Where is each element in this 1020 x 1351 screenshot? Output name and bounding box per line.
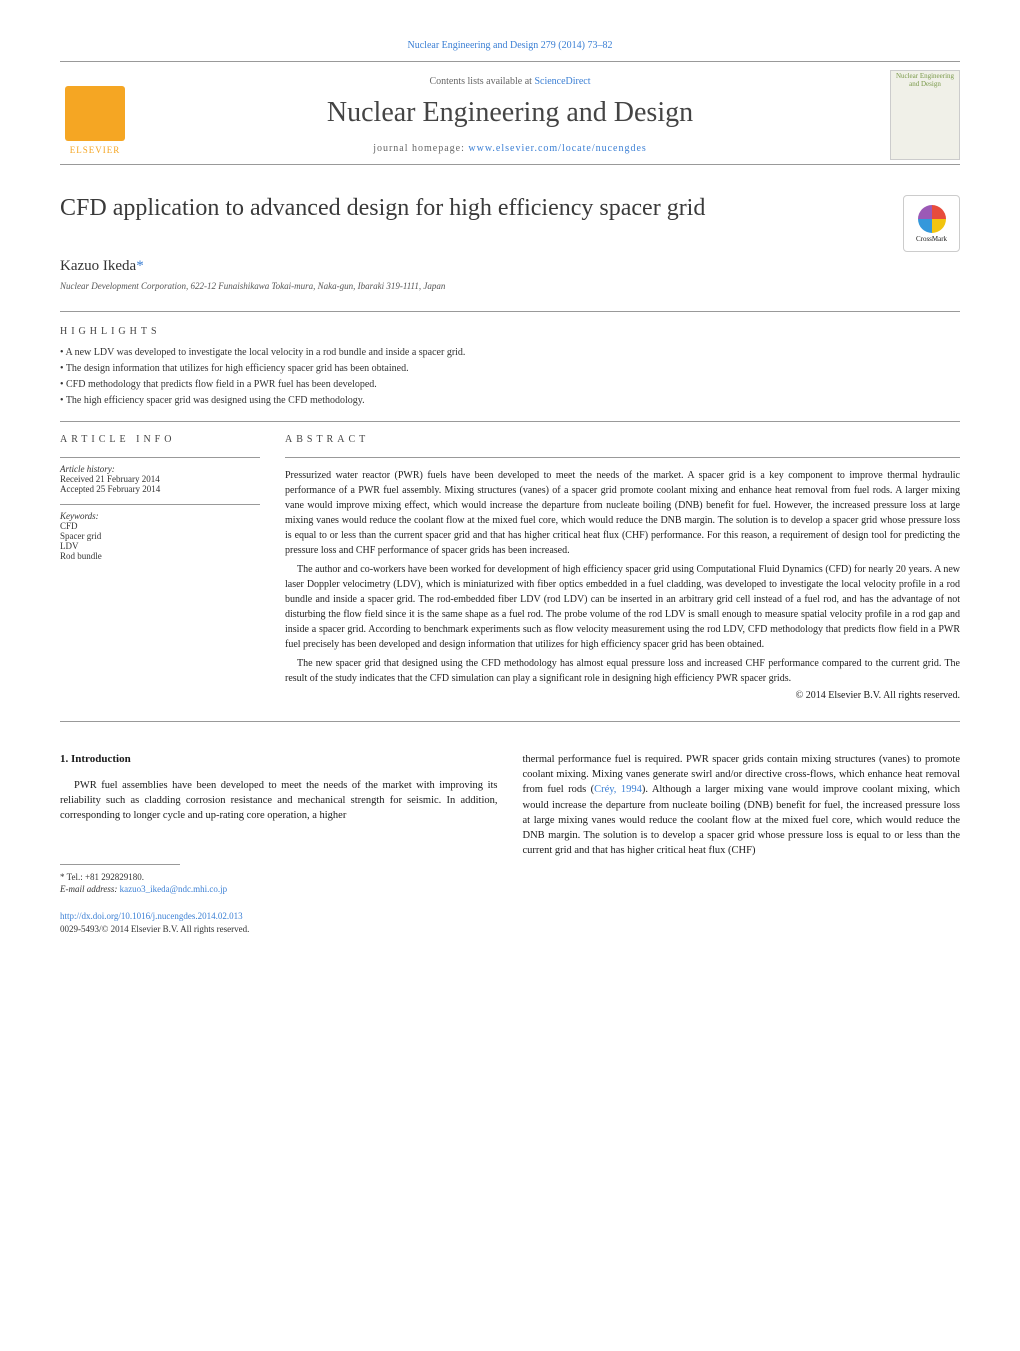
footnote-email-link[interactable]: kazuo3_ikeda@ndc.mhi.co.jp [120,884,228,894]
masthead-center: Contents lists available at ScienceDirec… [130,76,890,154]
keywords-label: Keywords: [60,511,260,521]
journal-homepage-link[interactable]: www.elsevier.com/locate/nucengdes [468,143,646,154]
rule [60,311,960,312]
page-container: Nuclear Engineering and Design 279 (2014… [0,0,1020,976]
abstract-block: ABSTRACT Pressurized water reactor (PWR)… [285,434,960,701]
section-heading-introduction: 1. Introduction [60,752,498,768]
affiliation: Nuclear Development Corporation, 622-12 … [60,281,960,291]
journal-cover-thumbnail: Nuclear Engineering and Design [890,70,960,160]
highlight-item: The design information that utilizes for… [60,361,960,377]
abstract-heading: ABSTRACT [285,434,960,445]
rule [60,721,960,722]
received-date: Received 21 February 2014 [60,474,260,484]
publisher-name: ELSEVIER [70,145,121,155]
highlight-item: CFD methodology that predicts flow field… [60,377,960,393]
masthead: ELSEVIER Contents lists available at Sci… [60,61,960,165]
elsevier-tree-icon [65,86,125,141]
homepage-prefix: journal homepage: [373,143,468,154]
footnote-tel: * Tel.: +81 292829180. [60,871,498,884]
contents-lists-line: Contents lists available at ScienceDirec… [130,76,890,87]
journal-name: Nuclear Engineering and Design [130,97,890,129]
body-paragraph: PWR fuel assemblies have been developed … [60,778,498,824]
crossmark-badge[interactable]: CrossMark [903,195,960,252]
body-paragraph: thermal performance fuel is required. PW… [523,752,961,859]
highlight-item: A new LDV was developed to investigate t… [60,345,960,361]
body-two-column: 1. Introduction PWR fuel assemblies have… [60,752,960,936]
author-line: Kazuo Ikeda* [60,258,960,275]
citation-link[interactable]: Créy, 1994 [594,784,642,795]
rule [60,504,260,505]
rule [60,457,260,458]
highlights-list: A new LDV was developed to investigate t… [60,345,960,409]
crossmark-label: CrossMark [916,235,947,243]
crossmark-icon [918,205,946,233]
issn-copyright-footer: 0029-5493/© 2014 Elsevier B.V. All right… [60,923,498,936]
article-title: CFD application to advanced design for h… [60,195,903,222]
keyword: Rod bundle [60,551,260,561]
article-info-heading: ARTICLE INFO [60,434,260,445]
footnote-email-label: E-mail address: [60,884,120,894]
journal-homepage-line: journal homepage: www.elsevier.com/locat… [130,143,890,154]
abstract-paragraph: The new spacer grid that designed using … [285,656,960,686]
article-history-label: Article history: [60,464,260,474]
author-name: Kazuo Ikeda [60,258,136,274]
abstract-paragraph: Pressurized water reactor (PWR) fuels ha… [285,468,960,558]
body-right-column: thermal performance fuel is required. PW… [523,752,961,936]
info-abstract-row: ARTICLE INFO Article history: Received 2… [60,434,960,701]
highlight-item: The high efficiency spacer grid was desi… [60,393,960,409]
accepted-date: Accepted 25 February 2014 [60,484,260,494]
highlights-heading: HIGHLIGHTS [60,326,960,337]
body-left-column: 1. Introduction PWR fuel assemblies have… [60,752,498,936]
doi-link[interactable]: http://dx.doi.org/10.1016/j.nucengdes.20… [60,910,498,923]
title-row: CFD application to advanced design for h… [60,195,960,252]
running-head-citation: Nuclear Engineering and Design 279 (2014… [60,40,960,51]
rule [60,421,960,422]
rule [285,457,960,458]
abstract-paragraph: The author and co-workers have been work… [285,562,960,652]
publisher-logo: ELSEVIER [60,75,130,155]
contents-prefix: Contents lists available at [429,76,534,87]
article-info-block: ARTICLE INFO Article history: Received 2… [60,434,260,701]
author-corresponding-marker[interactable]: * [136,258,144,274]
sciencedirect-link[interactable]: ScienceDirect [534,76,590,87]
keyword: CFD [60,521,260,531]
footnote-separator [60,864,180,865]
abstract-text: Pressurized water reactor (PWR) fuels ha… [285,468,960,686]
abstract-copyright: © 2014 Elsevier B.V. All rights reserved… [285,690,960,701]
journal-cover-title: Nuclear Engineering and Design [893,73,957,88]
keyword: Spacer grid [60,531,260,541]
corresponding-author-footnote: * Tel.: +81 292829180. E-mail address: k… [60,871,498,896]
keyword: LDV [60,541,260,551]
